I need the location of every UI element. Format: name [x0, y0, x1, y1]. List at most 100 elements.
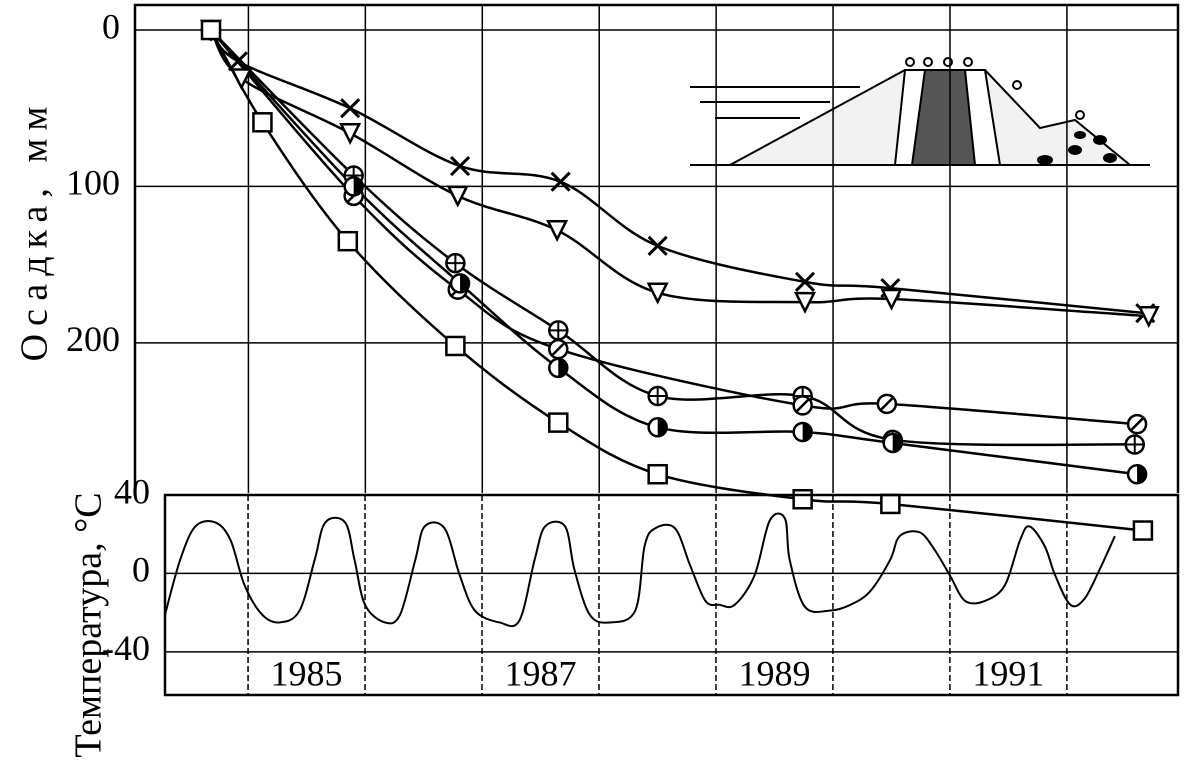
marker-point	[963, 57, 973, 67]
data-point	[546, 219, 569, 243]
data-point	[1137, 306, 1160, 329]
marker-stroke	[795, 398, 810, 413]
marker-shape	[546, 219, 569, 243]
x-tick-label: 1989	[738, 653, 810, 693]
data-point	[230, 68, 253, 91]
data-point	[548, 320, 569, 341]
marker-shape	[337, 230, 359, 252]
data-point	[1132, 520, 1154, 541]
data-point	[647, 463, 668, 485]
x-tick-label: 1987	[504, 653, 576, 693]
data-point	[252, 112, 273, 133]
y-tick-label: -40	[102, 628, 150, 668]
rock	[1068, 145, 1082, 155]
marker-shape	[230, 68, 253, 91]
marker-shape	[252, 112, 273, 133]
rock	[1103, 153, 1117, 163]
data-point	[449, 273, 471, 294]
marker-shape	[548, 412, 569, 433]
marker-fill	[460, 274, 470, 293]
data-point	[446, 185, 469, 208]
marker-shape	[880, 288, 903, 311]
marker-fill	[558, 358, 568, 377]
data-point	[792, 421, 813, 443]
marker-stroke	[340, 98, 361, 119]
marker-shape	[1132, 520, 1154, 541]
marker-fill	[1137, 465, 1147, 484]
marker-fill	[657, 418, 667, 437]
marker-point	[905, 57, 915, 67]
rock	[1037, 155, 1053, 165]
data-point	[548, 338, 569, 360]
data-point	[449, 156, 471, 177]
marker-shape	[647, 463, 668, 485]
data-point	[647, 417, 668, 438]
data-point	[793, 291, 817, 314]
marker-stroke	[879, 396, 894, 411]
x-tick-label: 1991	[972, 653, 1044, 693]
y-tick-label: 40	[114, 471, 150, 511]
x-tick-label: 1985	[271, 653, 343, 693]
dam-core	[910, 69, 977, 166]
marker-shape	[1137, 306, 1160, 329]
data-point	[445, 252, 466, 274]
data-point	[792, 489, 813, 510]
data-point	[548, 357, 569, 379]
dam-inset	[690, 57, 1150, 166]
data-point	[1126, 413, 1148, 435]
marker-stroke	[227, 51, 248, 72]
rock	[1093, 135, 1107, 145]
y-tick-label: 0	[132, 550, 150, 590]
marker-shape	[646, 282, 669, 305]
marker-shape	[445, 335, 466, 357]
data-point	[1124, 434, 1145, 455]
data-point	[647, 235, 668, 256]
data-point	[647, 385, 668, 407]
data-point	[646, 282, 669, 305]
data-point	[550, 171, 571, 192]
marker-point	[1012, 80, 1022, 90]
temperature-line	[164, 512, 1116, 628]
y-axis-title: Осадка, мм	[14, 99, 56, 362]
marker-shape	[446, 185, 469, 208]
data-point	[200, 19, 222, 41]
plot-frame	[133, 3, 1180, 493]
marker-stroke	[551, 342, 566, 356]
marker-point	[923, 57, 933, 67]
data-point	[445, 335, 466, 357]
data-point	[339, 123, 362, 146]
rock	[1074, 131, 1086, 139]
marker-shape	[200, 19, 222, 41]
y-axis-title: Температура, °C	[68, 492, 110, 757]
data-point	[876, 393, 898, 415]
data-point	[882, 432, 903, 454]
data-point	[1126, 463, 1148, 485]
data-point	[880, 493, 901, 515]
marker-stroke	[1130, 417, 1144, 432]
data-point	[227, 51, 248, 72]
marker-fill	[802, 423, 812, 441]
marker-shape	[792, 489, 813, 510]
data-point	[794, 271, 816, 292]
marker-stroke	[794, 271, 816, 292]
data-point	[792, 395, 813, 416]
marker-fill	[892, 433, 902, 452]
marker-point	[1075, 110, 1085, 120]
marker-shape	[880, 493, 901, 515]
marker-shape	[793, 291, 817, 314]
marker-stroke	[647, 235, 668, 256]
data-point	[340, 98, 361, 119]
marker-stroke	[449, 156, 471, 177]
y-tick-label: 100	[66, 163, 120, 203]
marker-stroke	[550, 171, 571, 192]
marker-point	[943, 57, 953, 67]
data-point	[337, 230, 359, 252]
y-tick-label: 0	[102, 6, 120, 46]
data-point	[548, 412, 569, 433]
marker-shape	[339, 123, 362, 146]
marker-fill	[353, 177, 363, 196]
data-point	[343, 176, 364, 197]
data-point	[880, 288, 903, 311]
y-tick-label: 200	[66, 319, 120, 359]
